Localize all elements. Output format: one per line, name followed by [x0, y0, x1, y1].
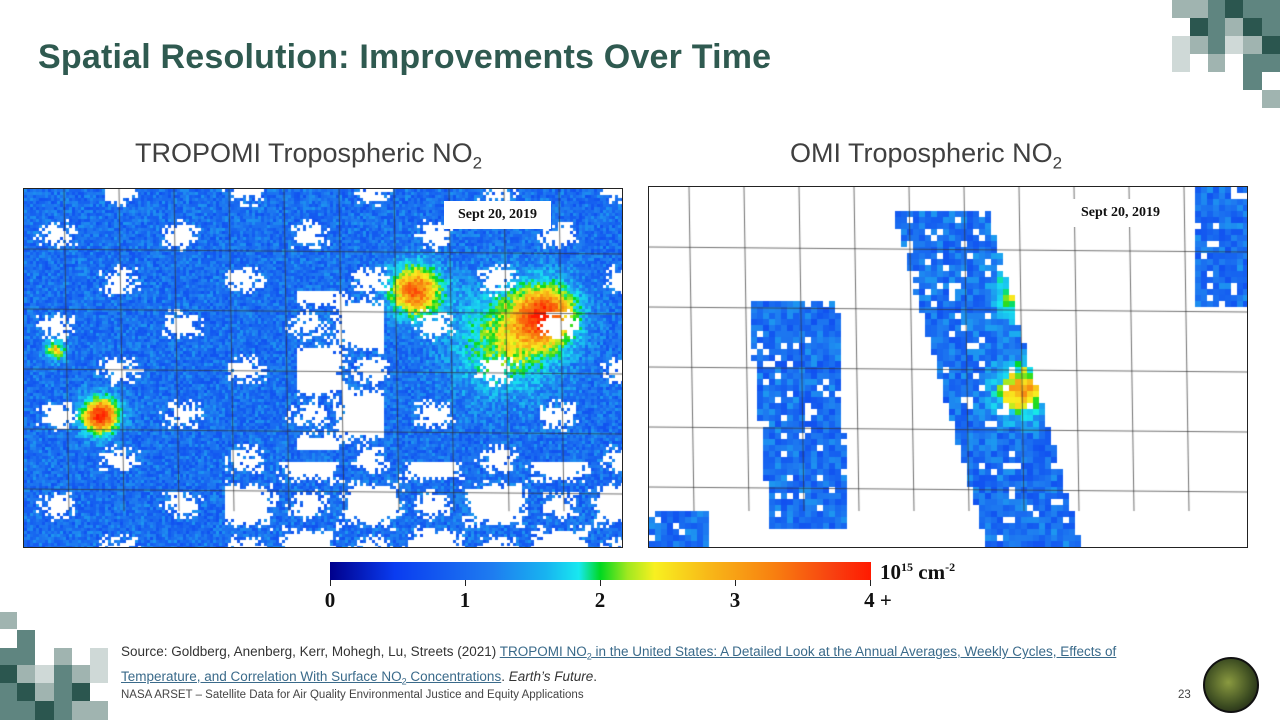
colorbar-units: 1015 cm-2 — [880, 560, 956, 584]
map-date-label: Sept 20, 2019 — [1067, 199, 1174, 227]
colorbar-tick — [600, 580, 601, 586]
decoration-tile — [1262, 90, 1280, 108]
decoration-tile — [1190, 18, 1208, 36]
decoration-tile — [1243, 36, 1262, 54]
decoration-tile — [0, 648, 17, 665]
arset-logo — [1203, 657, 1259, 713]
decoration-tile — [1262, 18, 1280, 36]
paper-link[interactable]: TROPOMI NO2 in the United States: A Deta… — [121, 644, 1117, 687]
colorbar-tick-label: 4 + — [864, 588, 892, 612]
decoration-tile — [35, 683, 54, 701]
decoration-tile — [35, 701, 54, 720]
decoration-tile — [54, 648, 72, 665]
decoration-tile — [90, 648, 108, 683]
colorbar-tick — [330, 580, 331, 586]
colorbar-tick-label: 1 — [459, 588, 471, 612]
decoration-tile — [1225, 18, 1243, 36]
decoration-tile — [17, 665, 35, 683]
decoration-tile — [1243, 0, 1280, 18]
decoration-tile — [1225, 36, 1243, 54]
decoration-tile — [54, 665, 72, 720]
decoration-tile — [1190, 36, 1208, 54]
decoration-tile — [17, 630, 35, 665]
slide-title: Spatial Resolution: Improvements Over Ti… — [38, 38, 772, 76]
colorbar-tick-label: 0 — [324, 588, 336, 612]
decoration-tile — [1262, 36, 1280, 54]
decoration-tile — [1172, 36, 1190, 72]
decoration-tile — [1243, 18, 1262, 36]
decoration-tile — [1243, 54, 1280, 72]
colorbar-tick — [735, 580, 736, 586]
omi-map-title: OMI Tropospheric NO2 — [790, 138, 1063, 173]
tropomi-no2-map: Sept 20, 2019 — [23, 188, 623, 548]
tropomi-map-title: TROPOMI Tropospheric NO2 — [135, 138, 483, 173]
decoration-tile — [1225, 0, 1243, 18]
decoration-tile — [0, 701, 35, 720]
colorbar-tick — [465, 580, 466, 586]
footer-text: NASA ARSET – Satellite Data for Air Qual… — [121, 689, 584, 701]
decoration-tile — [72, 665, 90, 683]
omi-no2-map: Sept 20, 2019 — [648, 186, 1248, 548]
decoration-tile — [0, 683, 17, 701]
decoration-tile — [17, 683, 35, 701]
decoration-tile — [1208, 54, 1225, 72]
decoration-tile — [1208, 0, 1225, 54]
decoration-tile — [35, 665, 54, 683]
decoration-tile — [72, 701, 108, 720]
decoration-tile — [1243, 72, 1262, 90]
page-number: 23 — [1178, 689, 1191, 701]
decoration-tile — [1172, 0, 1208, 18]
colorbar-tick — [870, 580, 871, 586]
colorbar-tick-label: 2 — [594, 588, 606, 612]
decoration-tile — [0, 612, 17, 629]
map-date-label: Sept 20, 2019 — [444, 201, 551, 229]
colorbar — [330, 562, 871, 580]
source-citation: Source: Goldberg, Anenberg, Kerr, Mohegh… — [121, 644, 1117, 687]
colorbar-tick-label: 3 — [729, 588, 741, 612]
decoration-tile — [0, 665, 17, 683]
decoration-tile — [72, 683, 90, 701]
